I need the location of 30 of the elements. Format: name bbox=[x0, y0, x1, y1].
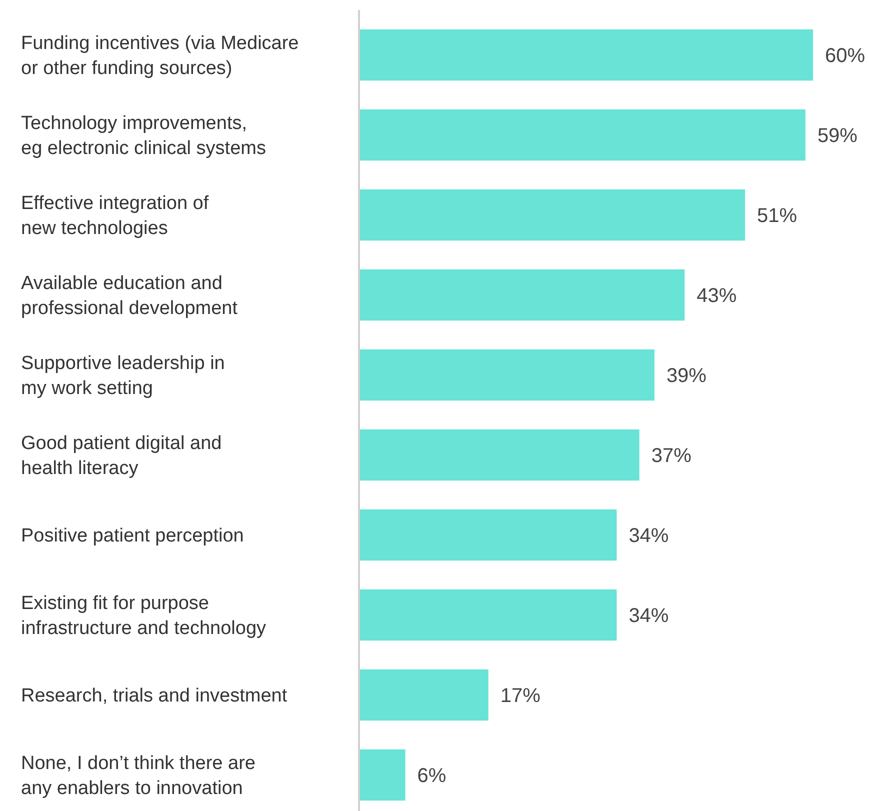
y-tick-label: Effective integration of new technologies bbox=[21, 193, 210, 240]
bar bbox=[360, 109, 806, 161]
data-label: 34% bbox=[628, 525, 669, 547]
y-tick-label: Available education and professional development bbox=[21, 273, 238, 320]
data-label: 34% bbox=[628, 605, 669, 627]
data-label: 43% bbox=[696, 285, 737, 307]
y-tick-label: None, I don’t think there are any enablers to innovation bbox=[21, 753, 256, 800]
y-tick-label: Research, trials and investment bbox=[21, 686, 288, 707]
data-label: 39% bbox=[666, 365, 707, 387]
bar bbox=[360, 349, 654, 401]
bar bbox=[360, 509, 617, 561]
data-label: 37% bbox=[651, 445, 692, 467]
y-tick-label: Technology improvements, eg electronic clinical systems bbox=[21, 113, 266, 160]
y-tick-label: Positive patient perception bbox=[21, 526, 244, 547]
bar bbox=[360, 29, 813, 81]
data-label: 60% bbox=[825, 45, 866, 67]
data-label: 17% bbox=[500, 685, 541, 707]
data-label: 59% bbox=[817, 125, 858, 147]
bar bbox=[360, 429, 640, 481]
bar bbox=[360, 189, 746, 241]
y-tick-label: Funding incentives (via Medicare or other funding sources) bbox=[21, 33, 299, 80]
data-label: 6% bbox=[417, 765, 446, 787]
y-tick-label: Existing fit for purpose infrastructure and technology bbox=[21, 593, 267, 640]
data-label: 51% bbox=[757, 205, 798, 227]
y-tick-label: Supportive leadership in my work setting bbox=[21, 353, 225, 400]
bar bbox=[360, 269, 685, 321]
bar bbox=[360, 589, 617, 641]
y-tick-label: Good patient digital and health literacy bbox=[21, 433, 222, 480]
bar bbox=[360, 749, 406, 801]
bar bbox=[360, 669, 488, 721]
